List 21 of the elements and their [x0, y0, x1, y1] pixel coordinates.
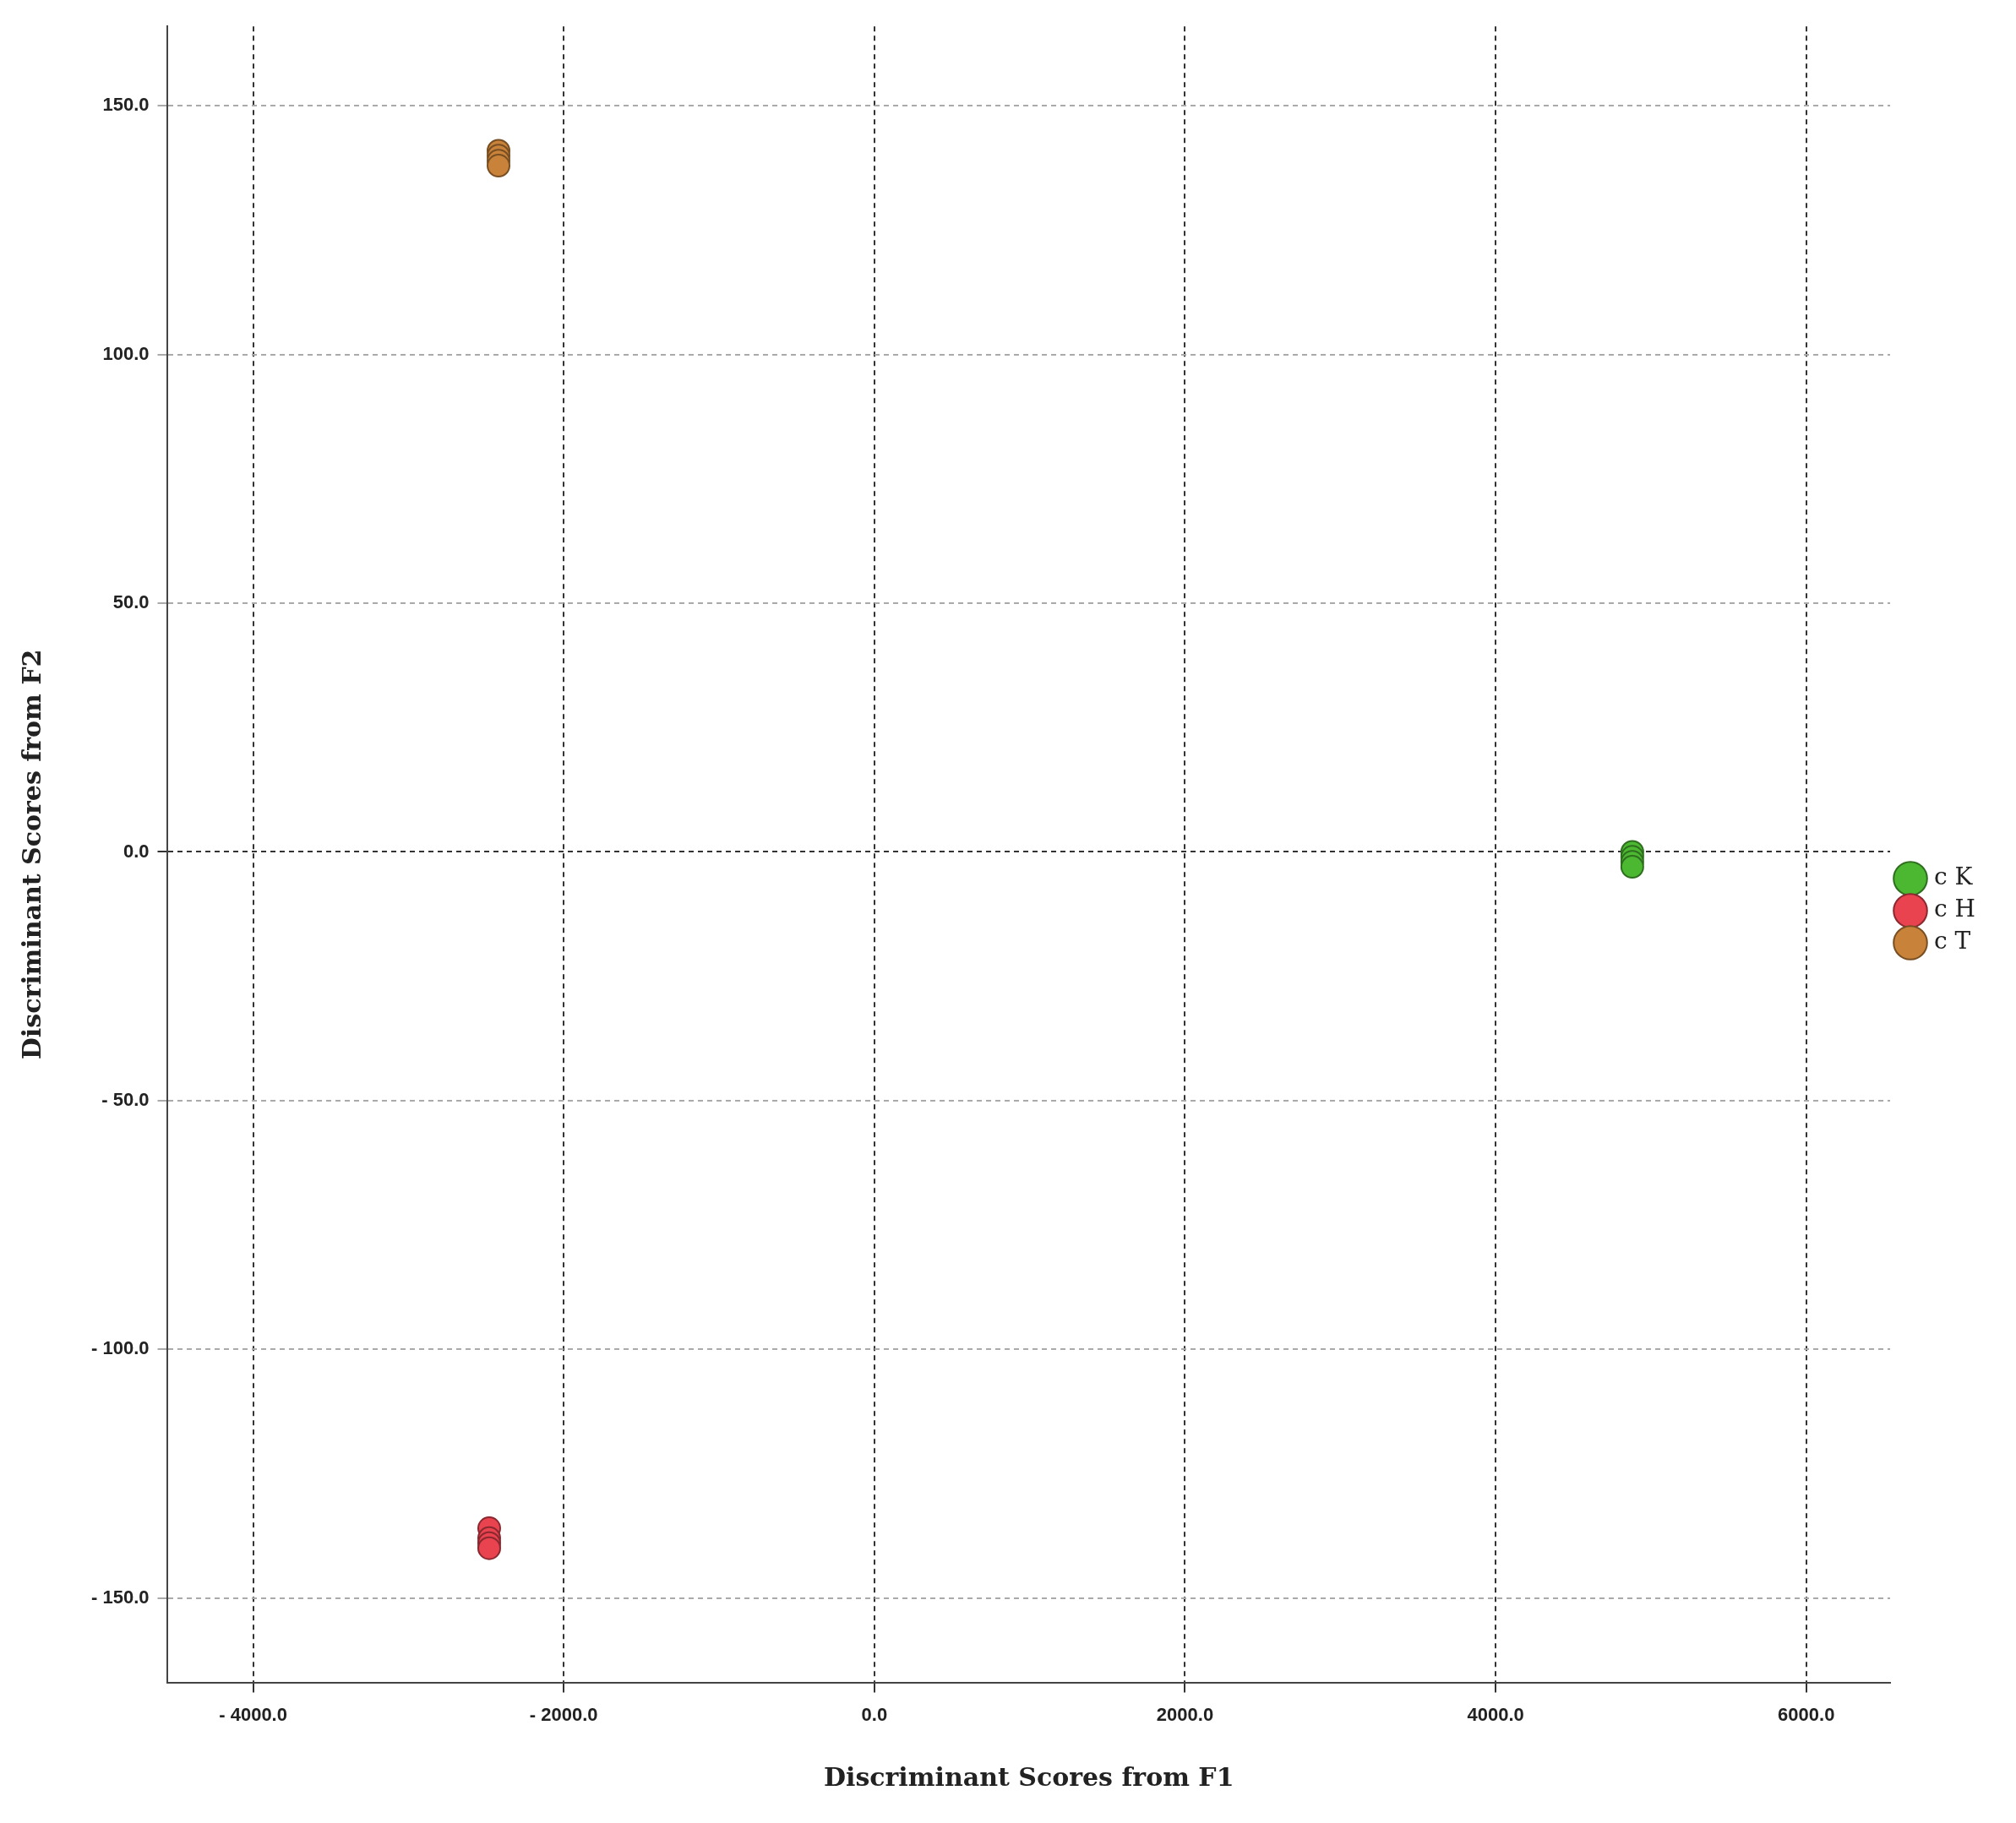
x-tick-label: 0.0	[861, 1703, 888, 1725]
x-tick-label: 4000.0	[1467, 1703, 1524, 1725]
y-tick-label: 0.0	[123, 840, 150, 862]
y-tick-label: 100.0	[102, 342, 150, 364]
y-tick-label: 150.0	[102, 94, 150, 116]
x-tick-label: 2000.0	[1156, 1703, 1214, 1725]
legend-label: c T	[1934, 927, 1971, 955]
legend-label: c H	[1934, 895, 1975, 923]
y-tick-label: - 50.0	[101, 1088, 150, 1110]
x-axis-title: Discriminant Scores from F1	[823, 1761, 1234, 1792]
point	[1620, 855, 1644, 879]
point	[477, 1536, 501, 1560]
y-axis-title: Discriminant Scores from F2	[16, 649, 46, 1060]
x-tick-label: 6000.0	[1778, 1703, 1835, 1725]
x-tick-label: - 4000.0	[219, 1703, 287, 1725]
point	[487, 154, 511, 178]
y-tick-label: - 150.0	[90, 1586, 150, 1608]
y-tick-label: 50.0	[112, 591, 150, 613]
legend-label: c K	[1934, 863, 1974, 891]
y-tick-label: - 100.0	[90, 1337, 150, 1359]
x-tick-label: - 2000.0	[529, 1703, 598, 1725]
